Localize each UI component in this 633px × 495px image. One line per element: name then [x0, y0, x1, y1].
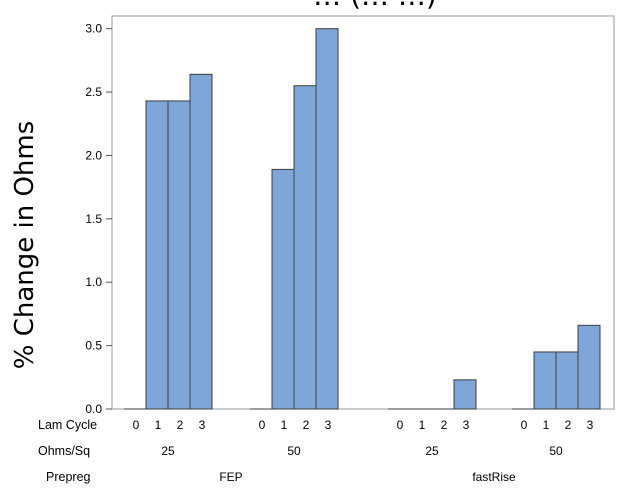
- bar: [453, 379, 477, 410]
- lam-cycle-label: 3: [463, 418, 470, 432]
- lam-cycle-label: 0: [521, 418, 528, 432]
- lam-cycle-label: 2: [565, 418, 572, 432]
- lam-cycle-label: 3: [199, 418, 206, 432]
- lam-cycle-label: 1: [419, 418, 426, 432]
- chart-title: … (… …): [313, 0, 437, 12]
- y-tick-label: 0.0: [85, 402, 102, 416]
- ohms-sq-label: 25: [425, 444, 439, 458]
- row-label-lam-cycle: Lam Cycle: [38, 418, 97, 432]
- y-tick-label: 1.0: [85, 275, 102, 289]
- lam-cycle-label: 1: [155, 418, 162, 432]
- bar: [315, 28, 339, 410]
- y-tick-label: 2.5: [85, 85, 102, 99]
- ohms-sq-label: 50: [287, 444, 301, 458]
- lam-cycle-label: 3: [587, 418, 594, 432]
- y-tick-label: 3.0: [85, 22, 102, 36]
- y-axis: 0.0 0.5 1.0 1.5 2.0 2.5 3.0: [85, 22, 112, 416]
- bar: [555, 351, 579, 410]
- bar: [167, 100, 191, 410]
- lam-cycle-label: 0: [133, 418, 140, 432]
- lam-cycle-label: 3: [325, 418, 332, 432]
- bar: [189, 73, 213, 410]
- bar: [145, 100, 169, 410]
- x-axis-labels: 0 1 2 3 25 0 1 2 3 50 0 1 2 3 25 0 1 2 3 50 FEP fastRise: [133, 418, 594, 484]
- y-axis-label: % Change in Ohms: [10, 121, 40, 370]
- lam-cycle-label: 2: [303, 418, 310, 432]
- ohms-sq-label: 25: [161, 444, 175, 458]
- ohms-sq-label: 50: [549, 444, 563, 458]
- bar: [293, 85, 317, 410]
- bar: [577, 324, 601, 410]
- lam-cycle-label: 2: [441, 418, 448, 432]
- bar: [533, 351, 557, 410]
- lam-cycle-label: 1: [281, 418, 288, 432]
- prepreg-label: FEP: [219, 470, 242, 484]
- lam-cycle-label: 0: [259, 418, 266, 432]
- y-tick-label: 1.5: [85, 212, 102, 226]
- y-tick-label: 0.5: [85, 339, 102, 353]
- lam-cycle-label: 2: [177, 418, 184, 432]
- row-label-prepreg: Prepreg: [46, 470, 91, 484]
- bar: [271, 168, 295, 410]
- prepreg-label: fastRise: [472, 470, 516, 484]
- y-tick-label: 2.0: [85, 148, 102, 162]
- row-label-ohms-sq: Ohms/Sq: [38, 444, 90, 458]
- lam-cycle-label: 0: [397, 418, 404, 432]
- bars-layer: [124, 28, 601, 410]
- lam-cycle-label: 1: [543, 418, 550, 432]
